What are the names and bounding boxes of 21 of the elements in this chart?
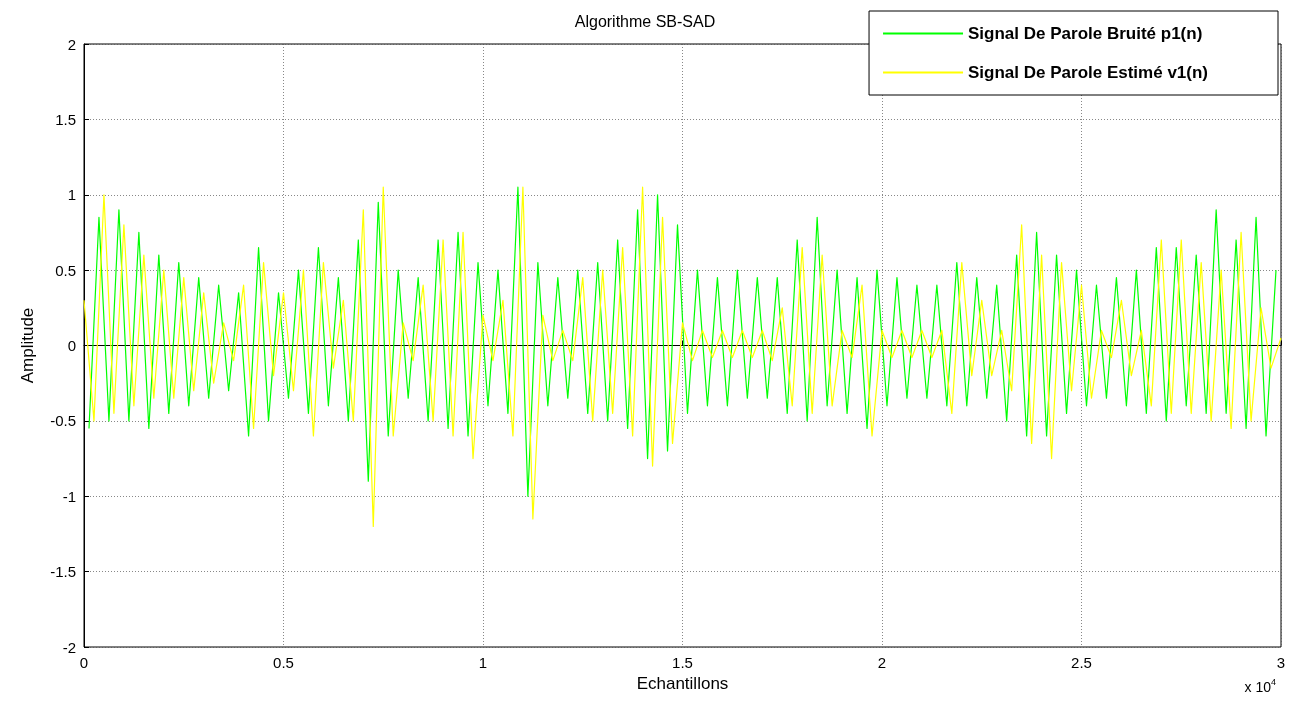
x-tick-label: 0.5 xyxy=(273,654,294,671)
y-axis-title: Amplitude xyxy=(18,307,37,384)
y-tick-label: 2 xyxy=(67,35,76,53)
x-tick-label: 0 xyxy=(79,654,89,671)
legend-label: Signal De Parole Bruité p1(n) xyxy=(968,24,1203,43)
y-tick-label: 1 xyxy=(67,186,76,204)
y-tick-label: -0.5 xyxy=(50,412,76,430)
x-tick-label: 3 xyxy=(1276,654,1286,671)
x-tick-label: 1 xyxy=(478,654,488,671)
y-tick-label: 0.5 xyxy=(55,261,76,279)
legend-label: Signal De Parole Estimé v1(n) xyxy=(968,63,1208,82)
y-tick-label: -2 xyxy=(62,638,76,656)
x-tick-label: 1.5 xyxy=(672,654,693,671)
x-tick-label: 2 xyxy=(877,654,887,671)
y-tick-label: -1.5 xyxy=(50,563,76,581)
y-tick-label: 1.5 xyxy=(55,110,76,128)
y-tick-label: -1 xyxy=(62,487,76,505)
chart-title: Algorithme SB-SAD xyxy=(574,12,716,30)
x-axis-title: Echantillons xyxy=(636,673,729,693)
x-tick-label: 2.5 xyxy=(1071,654,1092,671)
y-tick-label: 0 xyxy=(67,337,76,354)
